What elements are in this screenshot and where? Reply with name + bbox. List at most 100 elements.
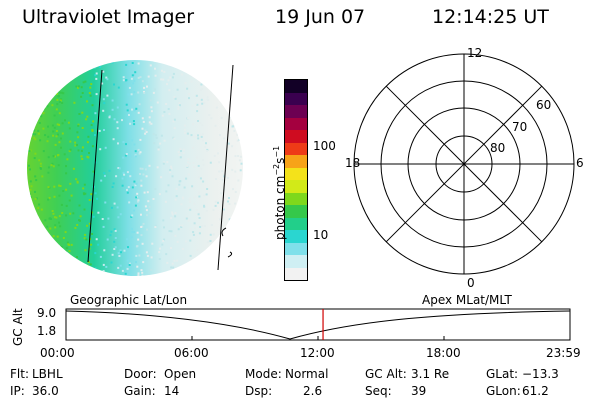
image-pixel: [170, 217, 173, 220]
image-pixel: [148, 123, 151, 126]
image-pixel: [61, 132, 64, 135]
image-pixel: [217, 152, 219, 155]
colorbar-segment: [285, 180, 307, 193]
image-pixel: [80, 155, 83, 158]
image-pixel: [58, 100, 61, 103]
image-pixel: [45, 74, 48, 77]
image-pixel: [131, 108, 133, 111]
image-pixel: [101, 218, 104, 220]
image-pixel: [76, 131, 79, 134]
image-pixel: [240, 220, 243, 223]
image-pixel: [219, 134, 221, 137]
image-pixel: [28, 193, 31, 196]
image-pixel: [83, 183, 86, 186]
image-pixel: [200, 98, 203, 101]
image-pixel: [60, 137, 62, 140]
image-pixel: [206, 148, 209, 151]
image-pixel: [164, 200, 167, 203]
image-pixel: [179, 180, 182, 183]
image-pixel: [232, 125, 235, 128]
image-pixel: [189, 239, 192, 242]
image-pixel: [55, 108, 58, 111]
image-pixel: [172, 120, 175, 123]
image-pixel: [170, 230, 173, 233]
image-pixel: [48, 196, 51, 199]
image-pixel: [106, 78, 109, 81]
image-pixel: [103, 172, 106, 175]
timeline-xtick-label: 12:00: [300, 346, 335, 360]
image-pixel: [31, 230, 34, 233]
image-pixel: [122, 171, 125, 174]
image-pixel: [58, 221, 60, 224]
image-pixel: [194, 102, 197, 105]
image-pixel: [29, 180, 32, 183]
image-pixel: [152, 91, 155, 94]
image-pixel: [53, 195, 56, 198]
image-pixel: [63, 153, 66, 156]
image-pixel: [63, 80, 65, 83]
image-pixel: [172, 266, 175, 269]
image-pixel: [182, 148, 185, 151]
image-pixel: [222, 232, 225, 235]
image-pixel: [29, 222, 32, 225]
image-pixel: [51, 94, 54, 96]
info-value: LBHL: [32, 367, 63, 381]
colorbar-unit-exp2: −1: [272, 145, 281, 158]
image-pixel: [97, 211, 100, 214]
image-pixel: [198, 195, 201, 198]
image-pixel: [139, 151, 142, 154]
image-pixel: [184, 124, 186, 127]
image-pixel: [112, 138, 115, 141]
image-pixel: [104, 174, 106, 177]
image-pixel: [39, 249, 42, 252]
image-pixel: [90, 63, 92, 66]
image-pixel: [121, 269, 124, 272]
image-pixel: [184, 131, 186, 134]
image-pixel: [231, 168, 234, 171]
image-pixel: [201, 133, 204, 136]
image-pixel: [60, 98, 63, 101]
image-pixel: [46, 140, 49, 143]
image-pixel: [183, 128, 186, 131]
image-pixel: [187, 117, 190, 120]
image-pixel: [190, 80, 193, 83]
image-pixel: [130, 93, 133, 96]
image-pixel: [228, 197, 230, 199]
image-pixel: [60, 203, 63, 206]
image-pixel: [214, 200, 217, 203]
image-pixel: [242, 91, 243, 94]
image-pixel: [225, 89, 228, 92]
image-pixel: [143, 92, 146, 94]
info-key: Gain:: [124, 384, 156, 398]
image-pixel: [56, 235, 59, 238]
image-pixel: [114, 229, 117, 232]
image-pixel: [114, 237, 117, 239]
image-pixel: [39, 166, 42, 169]
image-pixel: [29, 245, 32, 248]
colorbar-segment: [285, 217, 307, 230]
image-pixel: [35, 218, 38, 221]
image-pixel: [193, 202, 196, 205]
image-pixel: [174, 198, 177, 201]
image-pixel: [64, 250, 67, 253]
image-pixel: [29, 188, 32, 191]
image-pixel: [28, 164, 30, 167]
image-pixel: [138, 254, 141, 257]
image-pixel: [241, 242, 243, 245]
image-pixel: [38, 261, 41, 264]
image-pixel: [205, 209, 208, 212]
image-pixel: [240, 196, 243, 199]
image-pixel: [214, 124, 217, 127]
image-pixel: [195, 94, 198, 97]
image-pixel: [208, 265, 211, 268]
image-pixel: [194, 269, 197, 271]
image-pixel: [228, 203, 231, 205]
image-pixel: [163, 226, 165, 229]
image-pixel: [58, 123, 61, 126]
image-pixel: [55, 135, 58, 138]
image-pixel: [224, 101, 227, 104]
image-pixel: [202, 163, 205, 166]
image-pixel: [134, 154, 137, 157]
image-pixel: [36, 101, 39, 104]
image-pixel: [192, 233, 195, 236]
